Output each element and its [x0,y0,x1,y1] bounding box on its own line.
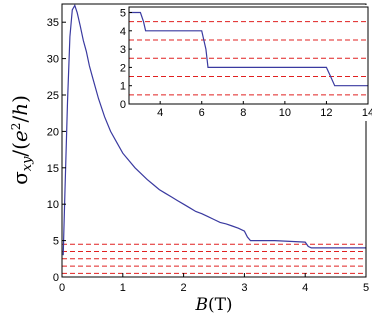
inset-y-tick-label-3: 3 [120,44,126,56]
inset-series-line [129,11,368,87]
y-axis-label-sigma: σ [8,171,32,185]
y-axis-label-close: ) [8,95,32,103]
y-axis-label-sub: xy [20,156,35,171]
main-x-tick-label-5: 5 [363,282,369,294]
inset-y-tick-label-1: 1 [120,81,126,93]
inset-x-ticks: 4 6 8 10 12 14 [157,101,372,119]
main-x-tick-label-4: 4 [302,282,308,294]
y-axis-label-e: e [8,130,32,142]
main-y-tick-label-4: 20 [47,126,59,138]
inset-x-tick-label-5: 14 [362,107,372,119]
main-y-tick-label-7: 35 [47,17,59,29]
y-axis-label-slash: /( [8,142,32,157]
inset-y-tick-label-2: 2 [120,62,126,74]
inset-x-tick-label-1: 6 [199,107,205,119]
main-series-line [62,4,366,256]
main-y-tick-label-3: 15 [47,163,59,175]
main-y-tick-label-0: 0 [53,272,59,284]
main-reference-lines [62,243,366,274]
x-axis-label: B(T) [194,295,232,315]
inset-y-tick-label-4: 4 [120,26,126,38]
main-y-tick-label-1: 5 [53,236,59,248]
main-x-tick-label-3: 3 [241,282,247,294]
main-y-ticks: 0 5 10 15 20 25 30 35 [47,17,66,284]
x-axis-label-var: B [194,295,208,315]
y-axis-label-rest: / [8,116,32,123]
inset-y-tick-label-5: 5 [120,7,126,19]
main-x-tick-label-0: 0 [59,282,65,294]
inset-x-tick-label-0: 4 [157,107,163,119]
y-axis-label-sup: 2 [9,123,23,131]
y-axis-label-h: h [8,103,32,116]
main-x-tick-label-1: 1 [120,282,126,294]
x-axis-label-unit: (T) [208,295,233,315]
inset-x-tick-label-4: 12 [320,107,332,119]
main-y-tick-label-6: 30 [47,54,59,66]
main-plot-frame [61,3,367,278]
main-x-tick-label-2: 2 [181,282,187,294]
inset-x-tick-label-2: 8 [240,107,246,119]
main-y-tick-label-5: 25 [47,90,59,102]
main-x-ticks: 0 1 2 3 4 5 [59,273,369,294]
inset-x-tick-label-3: 10 [279,107,291,119]
main-y-tick-label-2: 10 [47,199,59,211]
inset-y-ticks: 0 1 2 3 4 5 [120,7,132,111]
y-axis-label: σxy/(e2/h) [8,95,35,185]
inset-y-tick-label-0: 0 [120,99,126,111]
inset-plot-frame [128,6,369,105]
